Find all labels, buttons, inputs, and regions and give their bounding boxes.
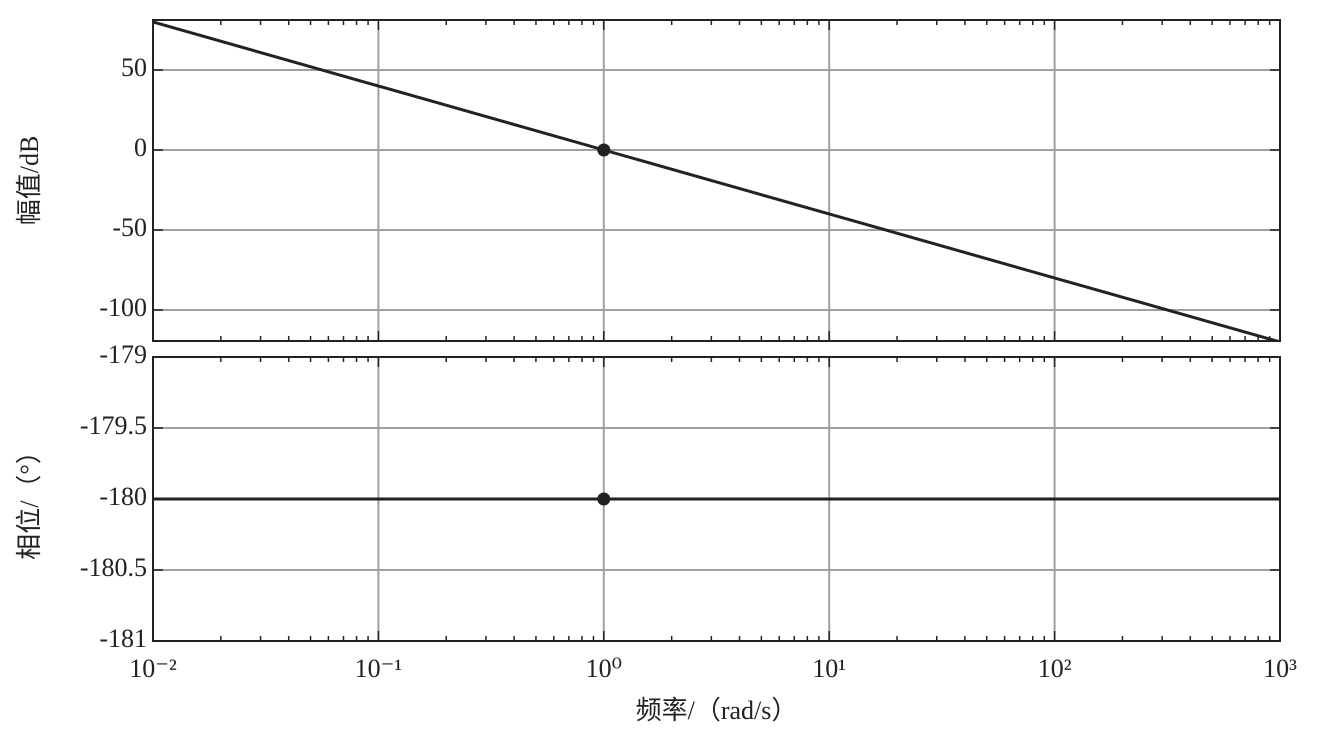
x-tick-label: 10⁰ xyxy=(586,654,622,683)
y-tick-label: 0 xyxy=(134,133,147,162)
y-tick-label: 50 xyxy=(121,53,147,82)
y-tick-label: -180 xyxy=(99,482,147,511)
y-tick-label: -179.5 xyxy=(80,411,147,440)
y-tick-label: -181 xyxy=(99,624,147,653)
plot-area xyxy=(153,20,1280,341)
x-tick-label: 10² xyxy=(1038,654,1072,683)
y-tick-label: -50 xyxy=(112,213,147,242)
y-tick-label: -100 xyxy=(99,293,147,322)
x-tick-label: 10⁻¹ xyxy=(355,654,403,683)
y-axis-label: 相位/（°） xyxy=(15,438,44,560)
plot-area xyxy=(153,492,1280,506)
plot-frame xyxy=(152,19,1281,342)
point xyxy=(597,492,611,506)
x-tick-label: 10¹ xyxy=(812,654,846,683)
y-axis-label: 幅值/dB xyxy=(15,136,44,226)
x-axis-label: 频率/（rad/s） xyxy=(636,696,798,725)
point xyxy=(597,143,611,157)
y-tick-label: -179 xyxy=(99,340,147,369)
line xyxy=(153,20,1280,341)
x-tick-label: 10³ xyxy=(1263,654,1297,683)
x-tick-label: 10⁻² xyxy=(129,654,177,683)
y-tick-label: -180.5 xyxy=(80,553,147,582)
